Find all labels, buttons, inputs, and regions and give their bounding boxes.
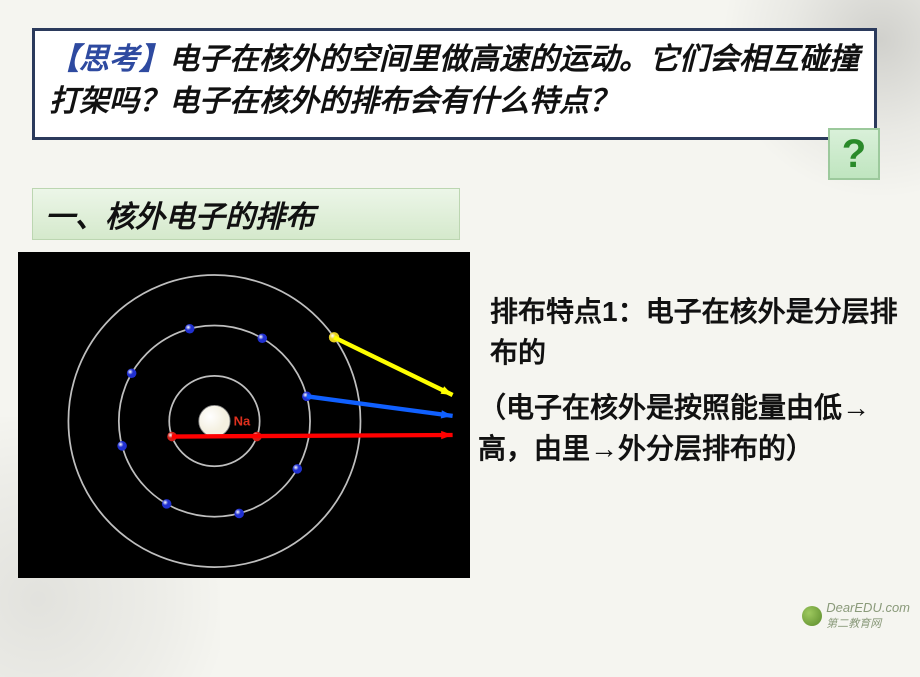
globe-icon (802, 606, 822, 626)
question-body: 电子在核外的空间里做高速的运动。它们会相互碰撞打架吗？电子在核外的排布会有什么特… (49, 43, 859, 118)
question-text: 【思考】电子在核外的空间里做高速的运动。它们会相互碰撞打架吗？电子在核外的排布会… (49, 39, 860, 123)
feature-2-text: （电子在核外是按照能量由低→高，由里→外分层排布的） (478, 388, 910, 469)
atom-svg: Na (18, 252, 470, 578)
question-mark-icon: ? (828, 128, 880, 180)
feature-1-text: 排布特点1：电子在核外是分层排布的 (490, 292, 915, 373)
watermark-logo: DearEDU.com 第二教育网 (802, 600, 910, 631)
question-tag: 【思考】 (49, 43, 169, 76)
atom-diagram: Na (18, 252, 470, 578)
question-box: 【思考】电子在核外的空间里做高速的运动。它们会相互碰撞打架吗？电子在核外的排布会… (32, 28, 877, 140)
section-heading: 一、核外电子的排布 (32, 188, 460, 240)
svg-text:Na: Na (234, 413, 251, 428)
